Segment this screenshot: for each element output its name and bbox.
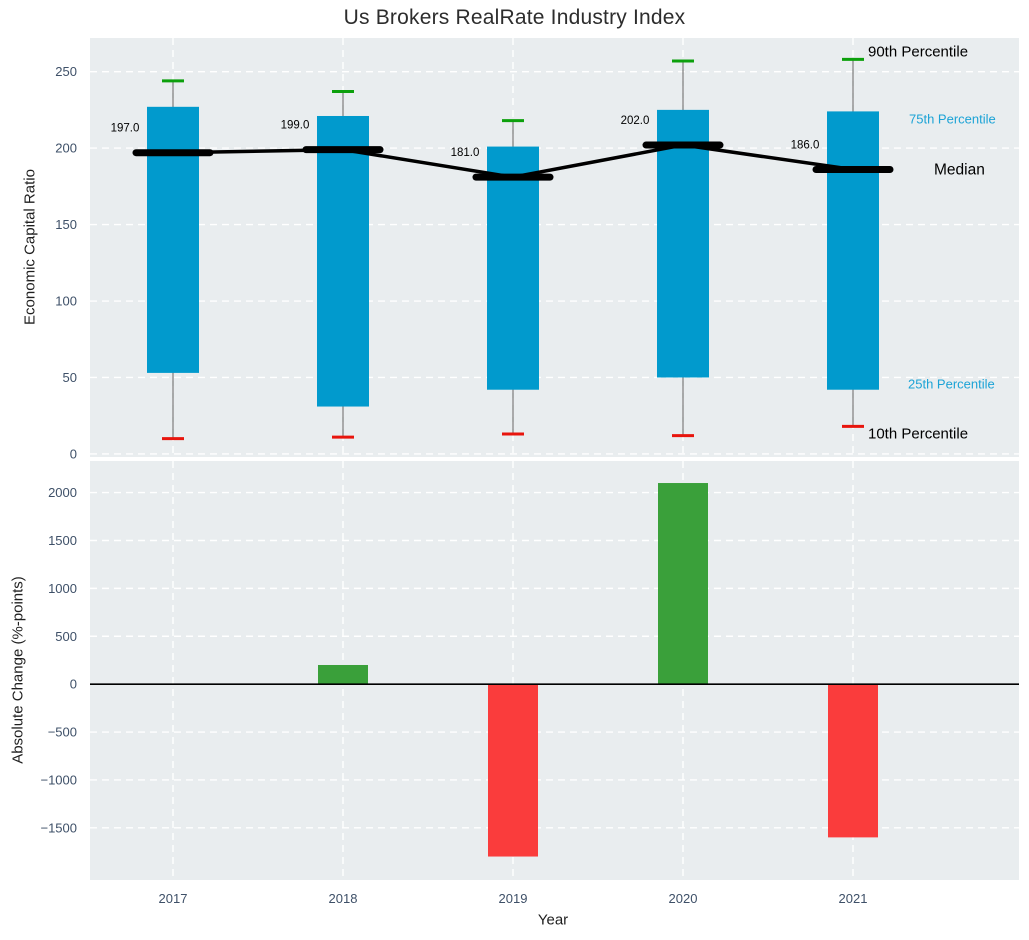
change-bar-2020 — [658, 483, 708, 685]
percentile-box-2020 — [657, 109, 709, 378]
annotation-25th-percentile: 25th Percentile — [908, 377, 995, 392]
median-value-label-2021: 186.0 — [791, 140, 820, 152]
bottom-y-tick-label: 1000 — [48, 581, 77, 596]
x-tick-label-2019: 2019 — [499, 891, 528, 906]
median-value-label-2018: 199.0 — [281, 120, 310, 132]
x-tick-label-2017: 2017 — [159, 891, 188, 906]
top-plot-background — [90, 38, 1019, 457]
bottom-plot-background — [90, 461, 1019, 880]
bottom-y-tick-label: 2000 — [48, 485, 77, 500]
median-value-label-2017: 197.0 — [111, 123, 140, 135]
bottom-y-tick-label: −1000 — [40, 772, 77, 787]
change-bar-2019 — [488, 684, 538, 857]
x-tick-label-2021: 2021 — [839, 891, 868, 906]
bottom-y-tick-label: 0 — [70, 677, 77, 692]
top-y-tick-label: 250 — [55, 64, 77, 79]
top-y-tick-label: 50 — [63, 370, 77, 385]
percentile-box-2017 — [147, 106, 199, 373]
annotation-10th-percentile: 10th Percentile — [868, 425, 968, 442]
change-bar-2021 — [828, 684, 878, 838]
top-y-tick-label: 0 — [70, 446, 77, 461]
percentile-box-2019 — [487, 146, 539, 390]
bottom-y-tick-label: −500 — [48, 725, 77, 740]
top-y-tick-label: 150 — [55, 217, 77, 232]
top-y-tick-label: 200 — [55, 141, 77, 156]
annotation-90th-percentile: 90th Percentile — [868, 43, 968, 60]
chart-title: Us Brokers RealRate Industry Index — [343, 6, 686, 29]
top-y-axis-label: Economic Capital Ratio — [21, 169, 39, 325]
top-y-tick-label: 100 — [55, 294, 77, 309]
percentile-box-2021 — [827, 111, 879, 390]
bottom-y-axis-label: Absolute Change (%-points) — [9, 576, 27, 764]
change-bar-2018 — [318, 664, 368, 685]
bottom-y-tick-label: −1500 — [40, 820, 77, 835]
percentile-box-2018 — [317, 115, 369, 407]
x-axis-label: Year — [537, 911, 569, 929]
bottom-y-tick-label: 500 — [55, 629, 77, 644]
bottom-y-tick-label: 1500 — [48, 533, 77, 548]
x-tick-label-2018: 2018 — [329, 891, 358, 906]
median-value-label-2019: 181.0 — [451, 147, 480, 159]
median-value-label-2020: 202.0 — [621, 115, 650, 127]
annotation-median: Median — [934, 162, 985, 179]
x-tick-label-2020: 2020 — [669, 891, 698, 906]
annotation-75th-percentile: 75th Percentile — [909, 111, 996, 126]
